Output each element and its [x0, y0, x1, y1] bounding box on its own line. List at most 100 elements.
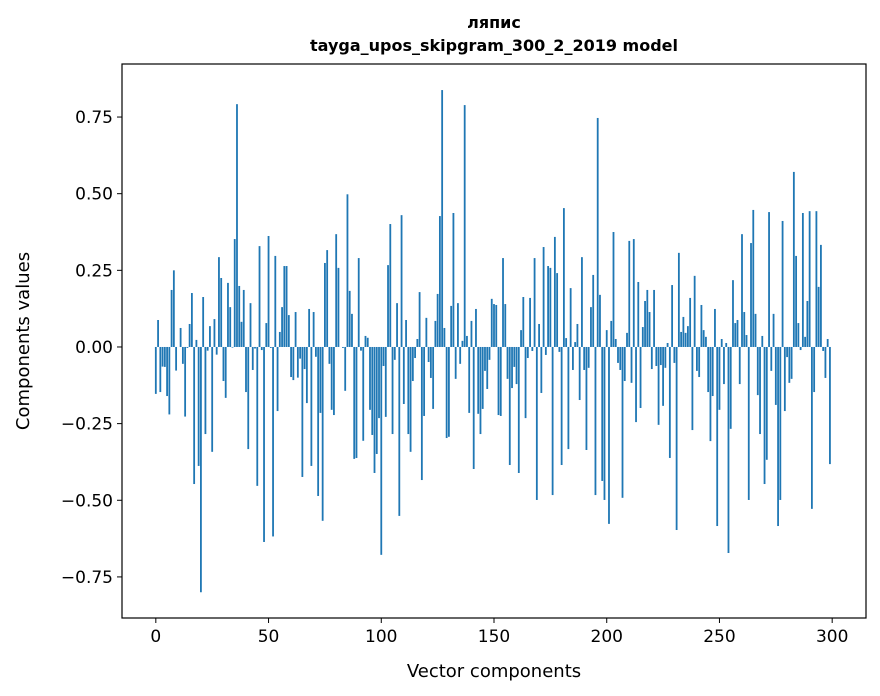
bar [481, 346, 484, 409]
bar [186, 346, 189, 348]
bar [188, 323, 191, 347]
bar [517, 346, 520, 473]
bar [542, 247, 545, 347]
bar [344, 346, 347, 391]
bar [330, 346, 333, 410]
bar [781, 220, 784, 347]
bar [292, 346, 295, 381]
x-axis-label: Vector components [407, 661, 581, 682]
bar [592, 274, 595, 347]
bar [258, 246, 261, 347]
bar [438, 216, 441, 347]
bar [423, 346, 426, 416]
bar [515, 346, 518, 385]
bar [378, 346, 380, 419]
bar [506, 346, 509, 379]
bar [333, 346, 335, 416]
bar [826, 339, 829, 347]
bar [360, 346, 362, 351]
bar [260, 346, 263, 351]
y-tick-label: −0.75 [61, 568, 113, 588]
bar [553, 236, 556, 347]
bar [254, 346, 256, 349]
bar [475, 308, 477, 347]
bar [754, 313, 757, 347]
bar [157, 319, 159, 347]
bar [400, 215, 403, 347]
bar [466, 335, 468, 347]
bar [441, 90, 444, 347]
bar [202, 297, 205, 347]
bar [490, 298, 493, 347]
bar [486, 346, 489, 389]
bar [815, 211, 818, 347]
bar [427, 346, 430, 363]
bar [391, 346, 394, 435]
bar [231, 346, 234, 348]
bar [520, 330, 522, 347]
bar [371, 346, 374, 435]
bar [632, 239, 635, 347]
bar [382, 346, 385, 366]
bar [774, 346, 777, 405]
bar [287, 315, 290, 347]
x-tick-label: 300 [816, 627, 848, 647]
bar [565, 338, 568, 347]
bar [801, 213, 804, 347]
bar [308, 308, 311, 347]
bar [723, 346, 725, 385]
bar [236, 104, 238, 347]
bar [644, 300, 646, 347]
bar [626, 332, 628, 347]
bar [513, 346, 516, 367]
bar [468, 346, 471, 413]
bar [817, 286, 820, 347]
bar [686, 326, 689, 347]
bar [265, 323, 268, 347]
x-tick-label: 0 [150, 627, 161, 647]
bar [653, 289, 655, 347]
bar [799, 346, 802, 351]
bar [337, 267, 340, 347]
bar [648, 312, 651, 347]
bar [693, 275, 696, 347]
bar [646, 289, 649, 347]
bar [445, 346, 448, 439]
bar [531, 346, 534, 351]
bar [484, 346, 486, 371]
bar [617, 346, 619, 363]
y-tick-label: 0.25 [75, 261, 113, 281]
bar [389, 224, 392, 347]
bar [172, 270, 175, 347]
bar [714, 308, 716, 347]
bar [373, 346, 376, 473]
bar [163, 346, 166, 367]
bar [263, 346, 265, 542]
bar [285, 266, 288, 347]
bar [380, 346, 383, 555]
y-tick-label: 0.50 [75, 185, 113, 205]
bar [677, 252, 680, 347]
bar [369, 346, 371, 410]
bar [324, 262, 326, 347]
bar [808, 211, 811, 347]
bar [511, 346, 513, 389]
bar [488, 346, 491, 360]
bar [319, 346, 322, 413]
bar [448, 346, 450, 437]
bar [569, 288, 572, 347]
bar [795, 255, 798, 347]
bar [716, 346, 719, 527]
bar [238, 285, 241, 347]
bar [283, 266, 286, 347]
bar [351, 313, 353, 347]
bar [407, 346, 410, 435]
bar [452, 213, 455, 347]
bar [614, 339, 617, 347]
bar [251, 346, 254, 370]
bar [387, 265, 389, 347]
bar [587, 346, 590, 368]
bar [711, 346, 714, 397]
bar [454, 346, 457, 379]
